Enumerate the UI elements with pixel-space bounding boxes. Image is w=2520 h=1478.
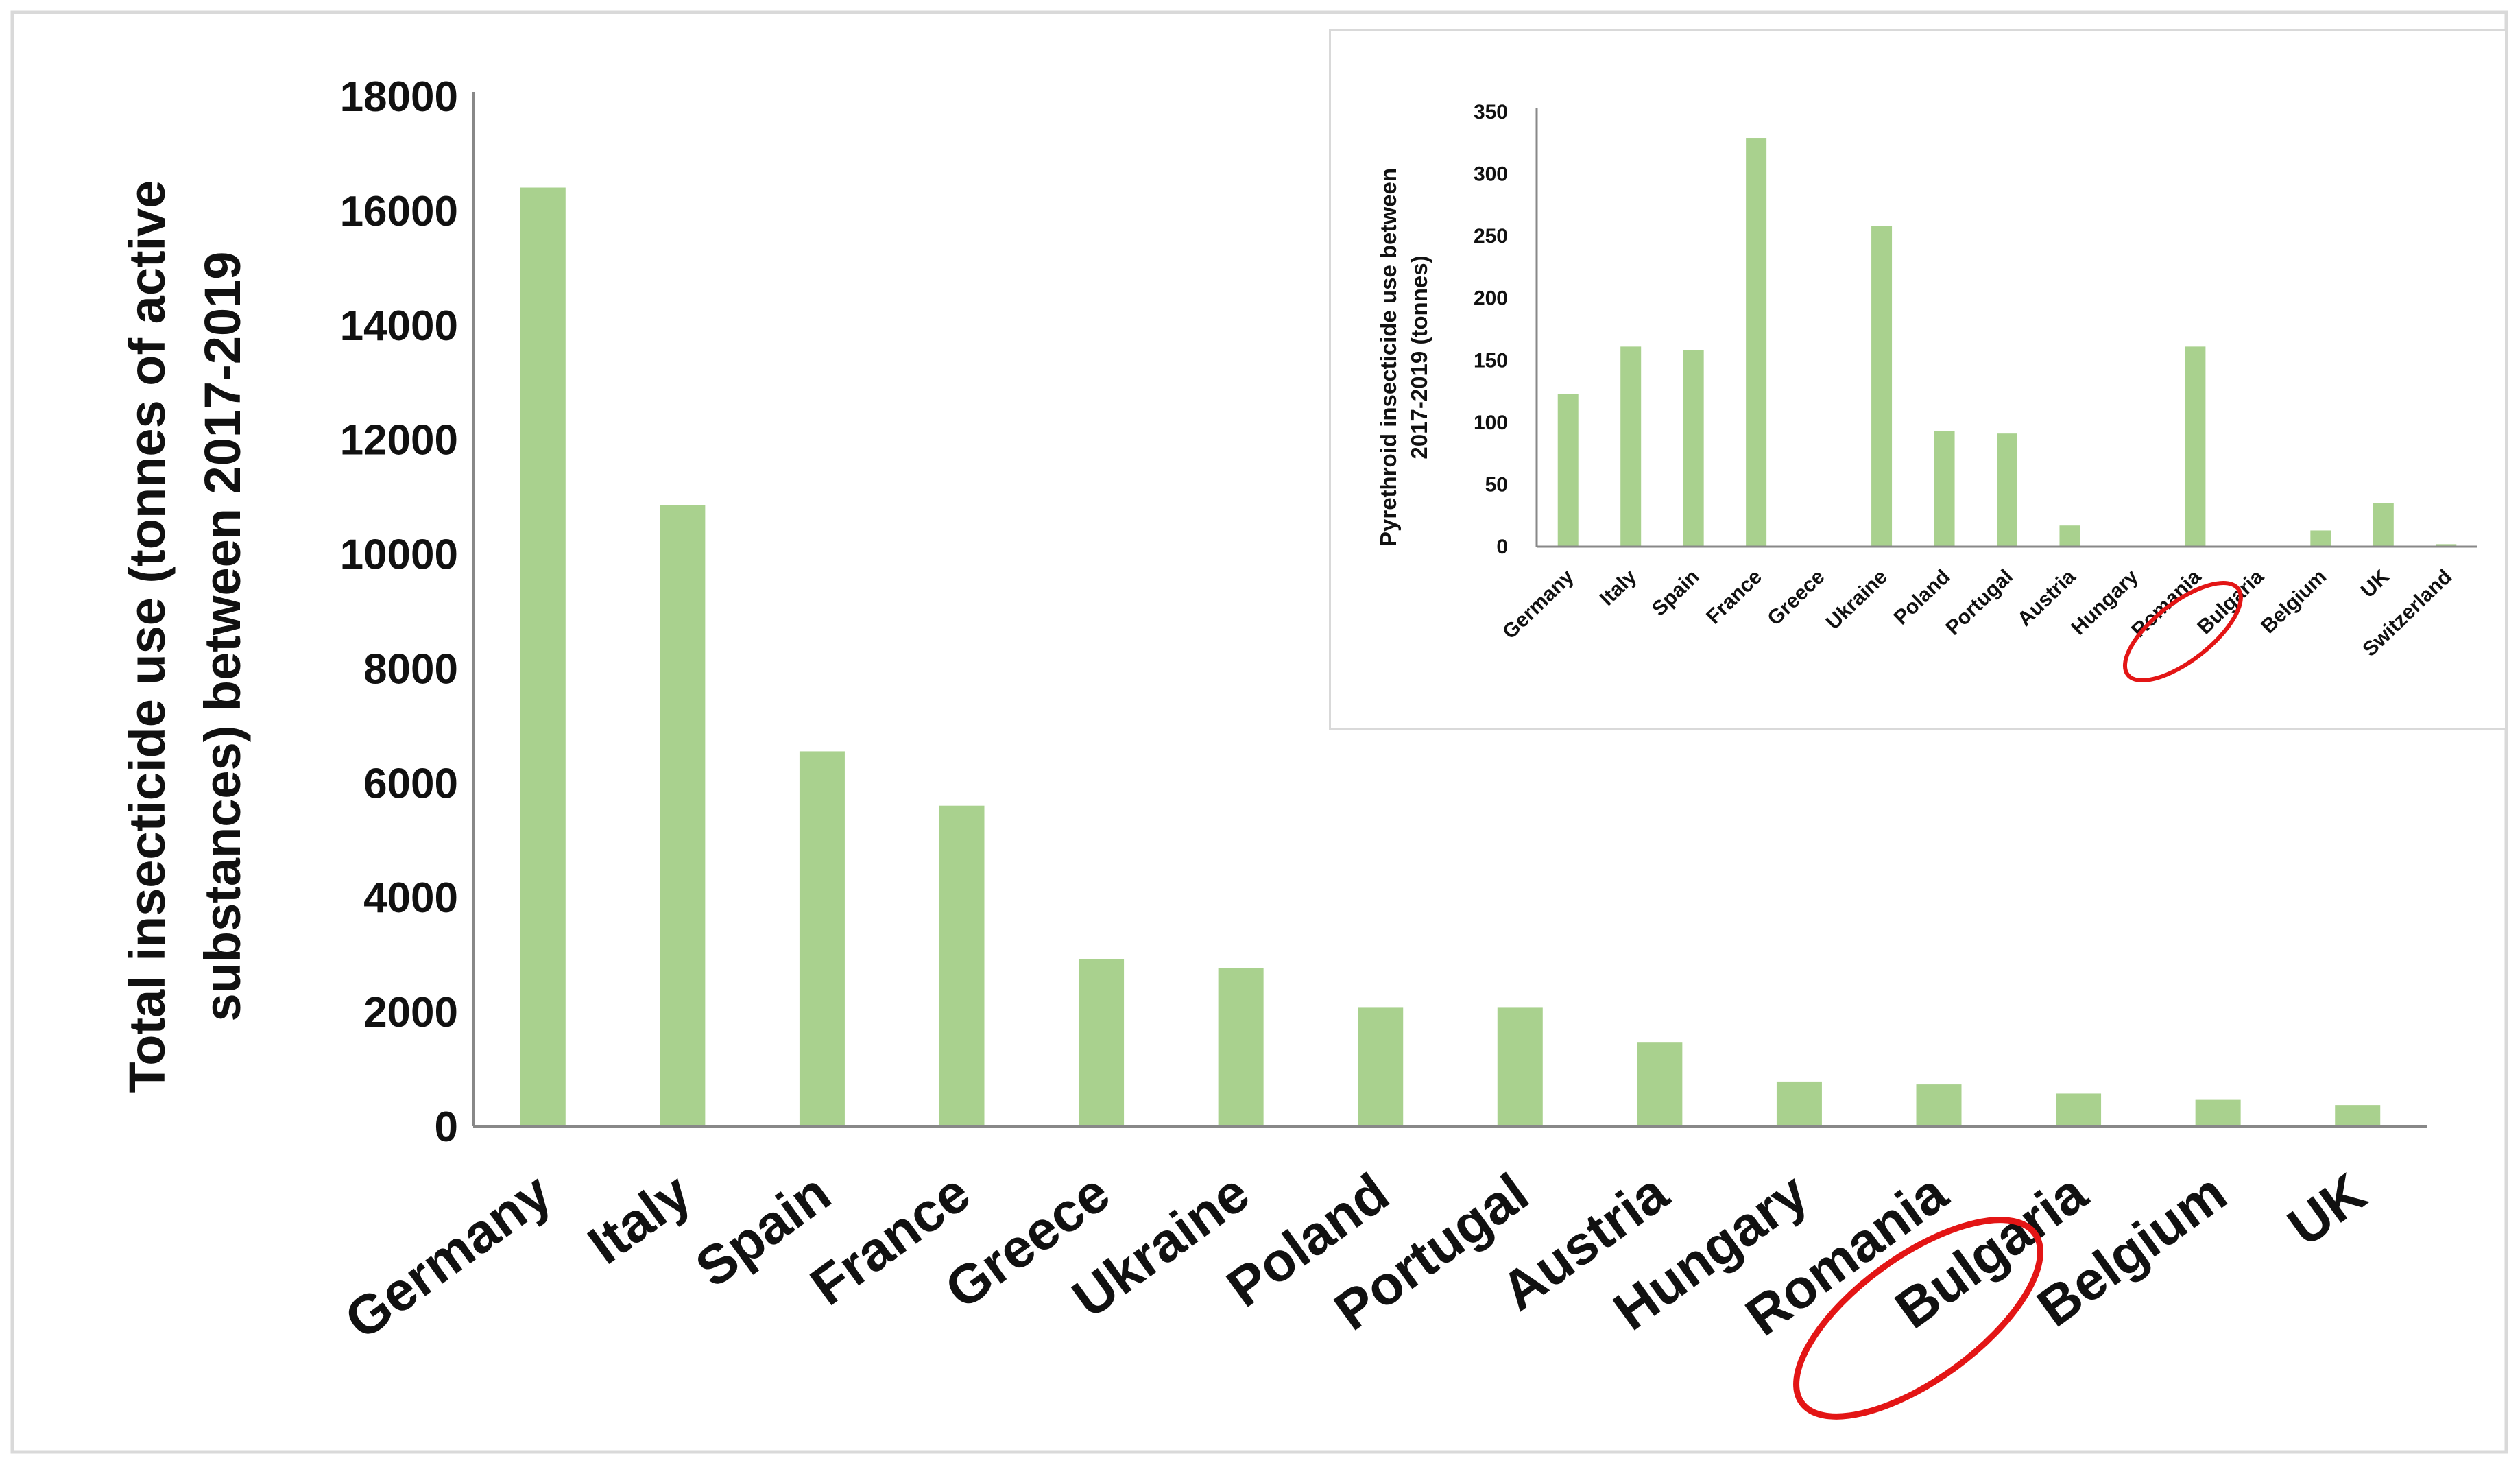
inset-x-tick-label-greece: Greece [1763, 565, 1829, 630]
inset-y-tick-label: 250 [1474, 225, 1508, 248]
inset-y-tick-label: 200 [1474, 287, 1508, 310]
inset-bar-germany [1557, 394, 1579, 547]
inset-y-tick-label: 50 [1485, 473, 1508, 496]
inset-y-axis-label: Pyrethroid insecticide use between 2017-… [1376, 168, 1432, 547]
inset-y-tick-label: 100 [1474, 412, 1508, 434]
inset-x-tick-label-romania: Romania [2127, 565, 2205, 642]
inset-bar-france [1746, 138, 1767, 547]
inset-bar-belgium [2310, 530, 2331, 547]
main-romania-highlight-ellipse [1793, 1217, 2043, 1420]
main-y-tick-label: 12000 [340, 417, 458, 464]
inset-x-tick-label-france: France [1702, 565, 1766, 628]
inset-x-tick-label-uk: UK [2357, 565, 2394, 602]
inset-bar-austria [2059, 525, 2080, 547]
inset-x-tick-label-ukraine: Ukraine [1822, 565, 1892, 634]
main-bar-austria [1637, 1042, 1683, 1126]
inset-y-tick-label: 0 [1496, 536, 1508, 558]
inset-bar-romania [2185, 346, 2206, 547]
inset-bar-ukraine [1871, 226, 1893, 547]
inset-y-axis-label-line2: 2017-2019 (tonnes) [1406, 255, 1432, 459]
inset-y-tick-label: 300 [1474, 163, 1508, 186]
inset-x-tick-label-bulgaria: Bulgaria [2193, 565, 2268, 639]
inset-x-tick-label-spain: Spain [1648, 565, 1704, 620]
main-bar-spain [799, 751, 845, 1126]
main-y-axis-label-line2: substances) between 2017-2019 [194, 252, 251, 1022]
inset-romania-highlight-ellipse [2122, 581, 2243, 682]
main-x-tick-label-italy: Italy [577, 1161, 702, 1275]
inset-bar-spain [1683, 350, 1704, 547]
main-y-tick-label: 8000 [363, 645, 458, 693]
main-y-tick-label: 18000 [340, 73, 458, 121]
main-y-tick-label: 4000 [363, 874, 458, 922]
main-bar-bulgaria [2056, 1093, 2102, 1126]
inset-panel: Pyrethroid insecticide use between 2017-… [1329, 29, 2507, 730]
main-y-axis-label: Total insecticide use (tonnes of active … [119, 180, 251, 1093]
inset-x-tick-label-belgium: Belgium [2257, 565, 2331, 638]
main-bar-belgium [2195, 1099, 2241, 1126]
inset-x-tick-label-portugal: Portugal [1941, 565, 2017, 639]
main-bar-germany [520, 187, 566, 1126]
main-bar-ukraine [1218, 968, 1264, 1126]
main-y-tick-label: 2000 [363, 989, 458, 1036]
inset-y-tick-label: 350 [1474, 101, 1508, 123]
main-bar-uk [2335, 1105, 2381, 1126]
inset-bar-switzerland [2436, 544, 2457, 547]
inset-bar-poland [1934, 431, 1955, 547]
inset-bar-portugal [1997, 433, 2017, 547]
main-x-tick-label-uk: UK [2277, 1162, 2377, 1258]
main-y-tick-label: 14000 [340, 302, 458, 350]
inset-y-axis-label-line1: Pyrethroid insecticide use between [1376, 168, 1401, 547]
main-y-tick-label: 16000 [340, 188, 458, 235]
main-bar-hungary [1776, 1081, 1822, 1126]
inset-bar-italy [1620, 346, 1642, 547]
main-y-axis-label-line1: Total insecticide use (tonnes of active [119, 180, 176, 1093]
inset-x-tick-label-italy: Italy [1596, 565, 1641, 610]
main-bar-italy [660, 505, 706, 1126]
main-y-tick-label: 10000 [340, 532, 458, 579]
inset-x-tick-label-germany: Germany [1498, 565, 1579, 643]
main-x-tick-label-germany: Germany [334, 1161, 562, 1350]
main-y-tick-label: 6000 [363, 760, 458, 807]
inset-y-tick-label: 150 [1474, 349, 1508, 372]
main-bar-romania [1916, 1084, 1962, 1126]
inset-bar-chart: Pyrethroid insecticide use between 2017-… [1376, 101, 2477, 682]
inset-bar-uk [2373, 503, 2394, 547]
main-bar-france [939, 805, 985, 1126]
main-bar-greece [1079, 959, 1125, 1126]
main-bar-portugal [1497, 1007, 1543, 1126]
main-y-tick-label: 0 [435, 1104, 458, 1151]
main-bar-poland [1358, 1007, 1404, 1126]
